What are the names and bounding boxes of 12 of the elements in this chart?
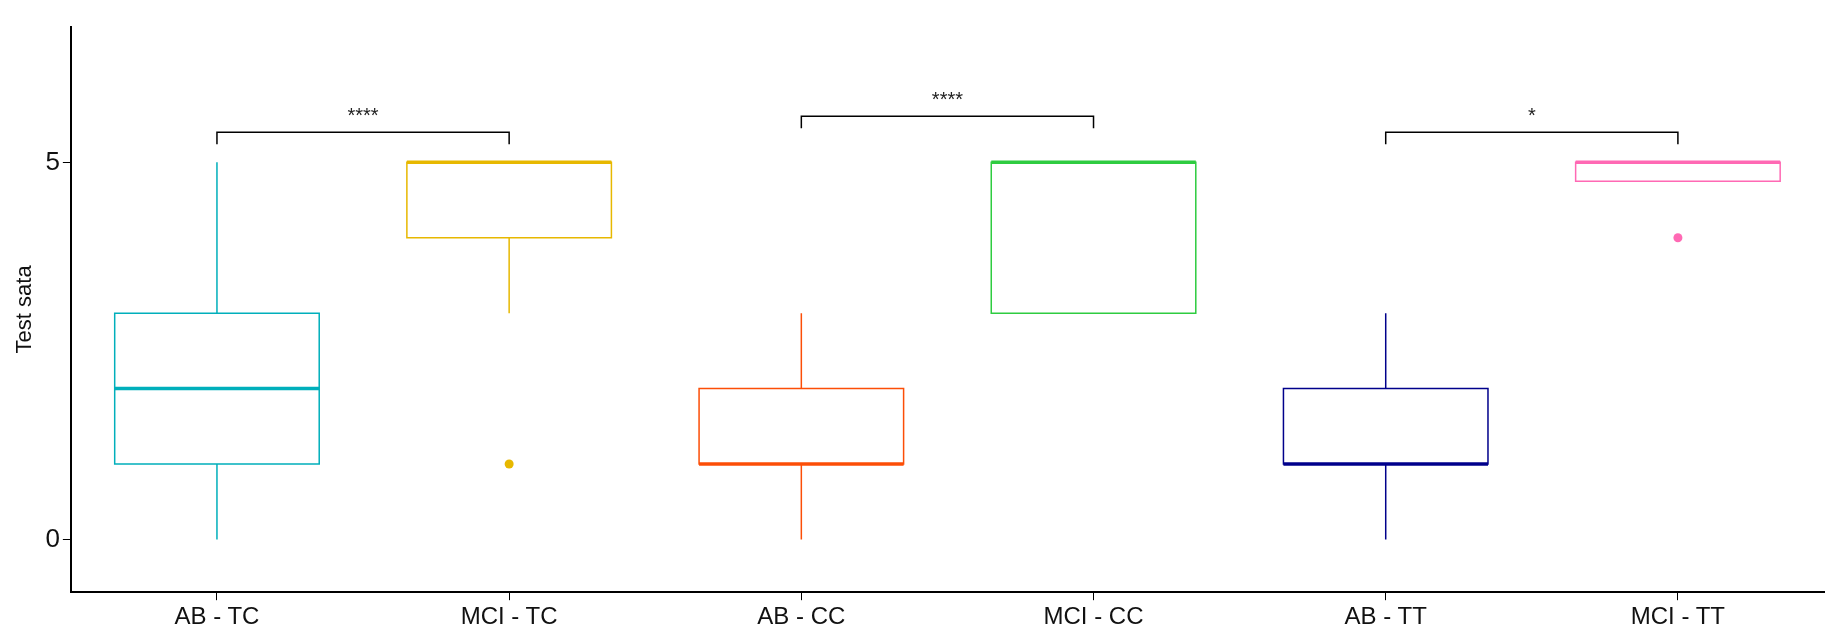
y-axis-title: Test sata xyxy=(11,264,37,354)
x-tick-label: MCI - TC xyxy=(460,602,558,630)
x-tick-label: MCI - TT xyxy=(1630,602,1726,630)
x-tick-label: MCI - CC xyxy=(1043,602,1144,630)
y-tick-label: 5 xyxy=(45,145,60,176)
x-tick-label: AB - TT xyxy=(1344,602,1428,630)
annotation: **** xyxy=(931,87,964,110)
annotation: **** xyxy=(347,103,379,126)
y-tick-label: 0 xyxy=(45,522,60,553)
x-tick-label: AB - TC xyxy=(174,602,260,630)
annotation: * xyxy=(1527,103,1536,126)
x-tick-label: AB - CC xyxy=(757,602,846,630)
